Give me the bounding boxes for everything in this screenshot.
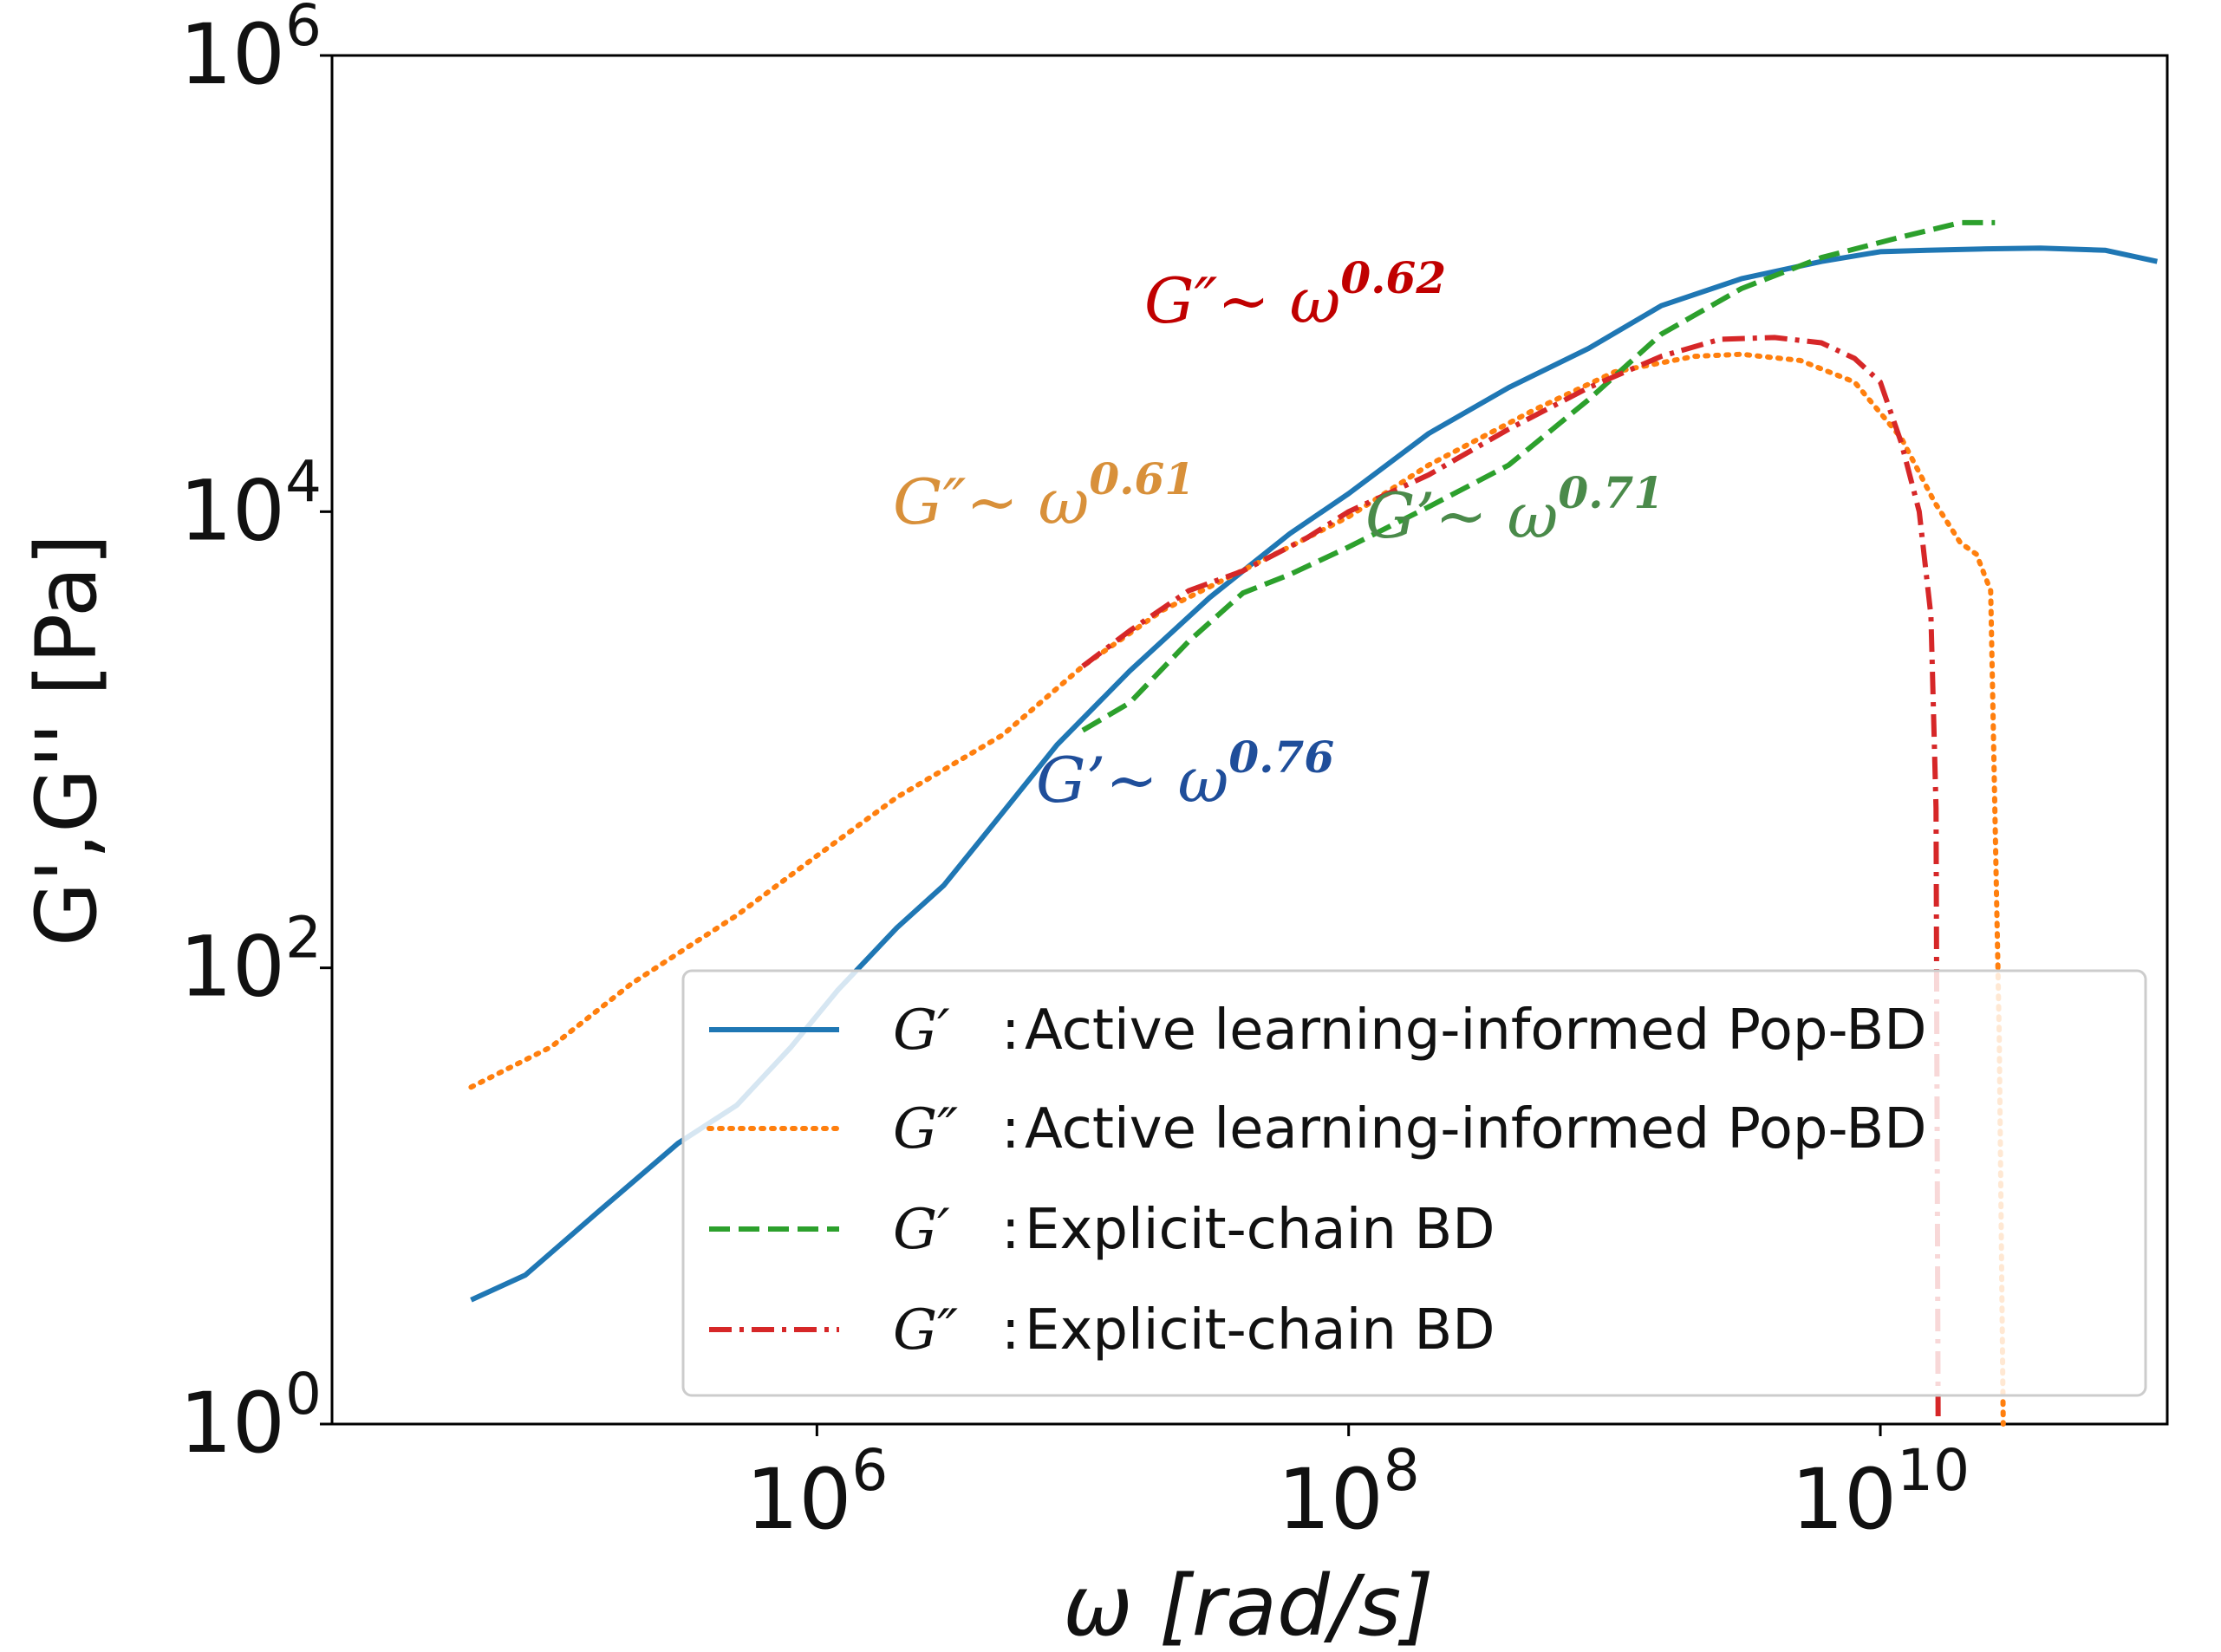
legend-symbol-0: G′	[893, 998, 950, 1063]
x-tick-label-2: 1010	[1791, 1437, 1970, 1548]
annotation-red-g2: G″~ ω0.62	[1144, 252, 1446, 337]
x-axis-title-unit: [rad/s]	[1159, 1558, 1434, 1652]
legend-label-1: Active learning-informed Pop-BD	[1025, 1097, 1927, 1161]
annotation-blue-g1: G’~ ω0.76	[1036, 732, 1334, 816]
legend-colon-1: :	[1001, 1097, 1020, 1161]
x-tick-base-1: 10	[1278, 1451, 1384, 1548]
legend: G′ : Active learning-informed Pop-BD G″ …	[681, 969, 2147, 1397]
x-axis: 106 108 1010	[746, 1424, 1970, 1548]
legend-label-2: Explicit-chain BD	[1025, 1198, 1495, 1262]
legend-colon-3: :	[1001, 1298, 1020, 1363]
annotation-blue-g1-exp: 0.76	[1228, 732, 1334, 783]
annotation-red-g2-exp: 0.62	[1340, 252, 1446, 303]
annotation-green-g1: G’~ ω0.71	[1365, 467, 1664, 552]
annotation-green-g1-text: G’~ ω	[1365, 479, 1558, 552]
y-tick-base-1: 10	[179, 919, 285, 1016]
legend-label-0: Active learning-informed Pop-BD	[1025, 998, 1927, 1063]
x-tick-exp-2: 10	[1897, 1437, 1970, 1504]
legend-box	[681, 969, 2147, 1397]
x-axis-title-symbol: ω	[1063, 1558, 1132, 1652]
x-axis-title: ω [rad/s]	[1063, 1558, 1433, 1652]
series-line-3	[1081, 335, 1941, 1425]
annotation-green-g1-exp: 0.71	[1558, 467, 1664, 518]
legend-label-3: Explicit-chain BD	[1025, 1298, 1495, 1363]
y-tick-base-2: 10	[179, 462, 285, 559]
y-tick-exp-1: 2	[285, 905, 322, 972]
y-tick-label-2: 104	[179, 448, 322, 559]
x-tick-exp-0: 6	[851, 1437, 888, 1504]
legend-colon-2: :	[1001, 1198, 1020, 1262]
y-tick-exp-3: 6	[285, 0, 322, 59]
y-tick-label-0: 100	[179, 1361, 322, 1472]
y-tick-exp-0: 0	[285, 1361, 322, 1428]
y-tick-label-3: 106	[179, 0, 322, 103]
legend-symbol-1: G″	[893, 1097, 958, 1161]
x-tick-label-1: 108	[1278, 1437, 1420, 1548]
legend-colon-0: :	[1001, 998, 1020, 1063]
x-tick-base-0: 10	[746, 1451, 851, 1548]
legend-symbol-2: G′	[893, 1198, 950, 1262]
y-tick-exp-2: 4	[285, 448, 322, 515]
x-tick-exp-1: 8	[1384, 1437, 1420, 1504]
series-line-1	[468, 351, 2006, 1427]
x-tick-label-0: 106	[746, 1437, 888, 1548]
annotation-orange-g2: G″~ ω0.61	[893, 453, 1195, 538]
y-tick-base-0: 10	[179, 1375, 285, 1472]
annotation-blue-g1-text: G’~ ω	[1036, 744, 1228, 816]
y-tick-label-1: 102	[179, 905, 322, 1016]
annotation-red-g2-text: G″~ ω	[1144, 264, 1340, 337]
series-line-2	[1081, 219, 1996, 733]
annotation-orange-g2-exp: 0.61	[1089, 453, 1195, 504]
y-tick-base-3: 10	[179, 6, 285, 103]
annotation-orange-g2-text: G″~ ω	[893, 465, 1089, 538]
y-axis-title: G',G'' [Pa]	[18, 534, 115, 946]
x-tick-base-2: 10	[1791, 1451, 1897, 1548]
legend-symbol-3: G″	[893, 1298, 958, 1363]
